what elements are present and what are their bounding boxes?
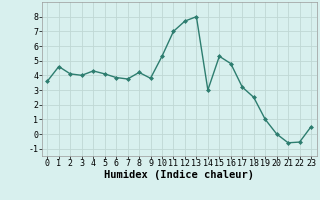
X-axis label: Humidex (Indice chaleur): Humidex (Indice chaleur)	[104, 170, 254, 180]
